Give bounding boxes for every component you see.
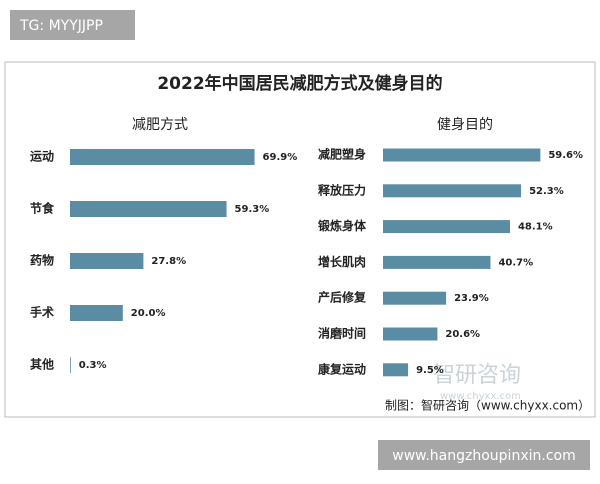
category-label: 运动	[30, 150, 54, 164]
bar	[70, 149, 255, 165]
frame	[4, 61, 596, 418]
bar	[383, 327, 438, 341]
value-label: 23.9%	[454, 293, 489, 304]
value-label: 20.6%	[445, 329, 480, 340]
category-label: 节食	[30, 201, 55, 216]
bar	[383, 363, 409, 377]
category-label: 药物	[30, 253, 54, 268]
category-label: 康复运动	[318, 361, 366, 376]
category-label: 消磨时间	[318, 326, 366, 341]
category-label: 手术	[30, 305, 54, 320]
footer: www.hangzhoupinxin.com	[392, 448, 575, 464]
category-label: 产后修复	[318, 290, 367, 305]
bar	[70, 201, 227, 217]
category-label: 其他	[30, 357, 54, 372]
subplot-title: 健身目的	[437, 117, 493, 133]
bar	[70, 357, 71, 373]
value-label: 69.9%	[263, 152, 298, 163]
value-label: 59.6%	[548, 150, 583, 161]
value-label: 9.5%	[416, 365, 444, 376]
chart-title: 2022年中国居民减肥方式及健身目的	[157, 73, 442, 94]
category-label: 锻炼身体	[318, 218, 367, 233]
tag-box	[10, 10, 135, 40]
bar	[70, 305, 123, 321]
value-label: 0.3%	[79, 360, 107, 371]
footer-box	[378, 440, 590, 470]
bar	[383, 291, 447, 305]
bar	[383, 220, 510, 234]
value-label: 20.0%	[131, 308, 166, 319]
credit: 制图：智研咨询（www.chyxx.com）	[385, 398, 590, 413]
tag: TG: MYYJJPP	[19, 18, 103, 34]
category-label: 释放压力	[318, 182, 366, 197]
subplot-title: 减肥方式	[132, 117, 188, 133]
watermark-name: 智研咨询	[433, 363, 521, 388]
value-label: 48.1%	[518, 222, 553, 233]
category-label: 减肥塑身	[318, 147, 366, 162]
category-label: 增长肌肉	[318, 254, 366, 269]
bar	[70, 253, 144, 269]
value-label: 59.3%	[235, 204, 270, 215]
bar	[383, 148, 541, 162]
value-label: 40.7%	[498, 257, 533, 268]
bar	[383, 255, 491, 269]
value-label: 52.3%	[529, 186, 564, 197]
bar	[383, 184, 522, 198]
watermark-url: www.chyxx.com	[440, 391, 521, 402]
value-label: 27.8%	[151, 256, 186, 267]
